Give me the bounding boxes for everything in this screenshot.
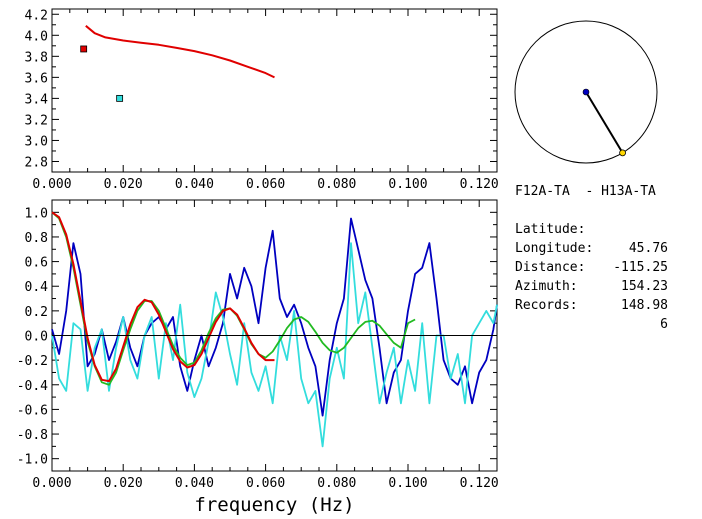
x-tick-label: 0.000 (32, 177, 71, 192)
y-tick-label: 0.8 (25, 231, 48, 246)
y-tick-label: -1.0 (17, 453, 48, 468)
y-tick-label: 0.0 (25, 330, 48, 345)
correlation-chart: 0.000 0.020 0.040 0.060 0.080 0.100 0.120 1.0 0.… (17, 199, 499, 516)
x-tick-label: 0.100 (388, 177, 427, 192)
x-tick-label: 0.080 (317, 476, 356, 491)
records-value: 6 (660, 317, 668, 332)
y-tick-label: -0.2 (17, 354, 48, 369)
series-line-0 (85, 25, 275, 79)
station-center-marker (582, 88, 590, 96)
x-tick-label: 0.120 (460, 177, 499, 192)
y-tick-label: 4.2 (25, 8, 48, 23)
plot-frame (51, 8, 498, 173)
x-tick-label: 0.040 (175, 177, 214, 192)
azimuth-row: Azimuth: 148.98 (515, 258, 695, 313)
y-tick-label: 0.4 (25, 280, 49, 295)
y-tick-label: 3.8 (25, 50, 48, 65)
azimuth-label: Azimuth: (515, 279, 578, 294)
x-tick-label: 0.040 (175, 476, 214, 491)
x-axis-label: frequency (Hz) (194, 494, 354, 516)
station-end-marker (619, 149, 626, 157)
y-tick-label: -0.6 (17, 403, 48, 418)
x-tick-label: 0.060 (246, 177, 285, 192)
y-tick-label: 4.0 (25, 29, 48, 44)
y-tick-label: 0.6 (25, 256, 48, 271)
latitude-value: 45.76 (628, 241, 668, 256)
azimuth-map (514, 20, 658, 164)
series-line-2 (51, 211, 416, 386)
y-tick-label: 3.2 (25, 113, 48, 128)
longitude-label: Longitude: (515, 241, 594, 256)
station-pair-title: F12A-TA - H13A-TA (515, 184, 656, 199)
x-tick-label: 0.060 (246, 476, 285, 491)
x-tick-label: 0.020 (104, 476, 143, 491)
y-tick-label: -0.4 (17, 379, 48, 394)
y-tick-label: 1.0 (25, 206, 48, 221)
station-info-panel: F12A-TA - H13A-TA Latitude: 45.76 Longit… (515, 182, 695, 332)
map-circle (514, 20, 658, 164)
velocity-chart: 0.000 0.020 0.040 0.060 0.080 0.100 0.120 2.8 3.… (25, 8, 499, 192)
records-label: Records: (515, 298, 578, 313)
x-tick-label: 0.120 (460, 476, 499, 491)
x-tick-label: 0.020 (104, 177, 143, 192)
longitude-row: Longitude: -115.25 (515, 220, 695, 275)
y-tick-label: -0.8 (17, 428, 48, 443)
distance-value: 154.23 (621, 279, 668, 294)
y-tick-label: 3.6 (25, 71, 48, 86)
azimuth-line (585, 91, 624, 154)
distance-row: Distance: 154.23 (515, 239, 695, 294)
data-point (80, 45, 88, 53)
y-tick-label: 3.0 (25, 134, 48, 149)
longitude-value: -115.25 (613, 260, 668, 275)
distance-label: Distance: (515, 260, 586, 275)
y-tick-label: 0.2 (25, 305, 48, 320)
x-tick-label: 0.080 (317, 177, 356, 192)
azimuth-value: 148.98 (621, 298, 668, 313)
x-tick-label: 0.000 (32, 476, 71, 491)
series-line-3 (51, 211, 275, 383)
y-tick-label: 3.4 (25, 92, 49, 107)
series-line-1 (51, 242, 498, 448)
records-row: Records: 6 (515, 277, 695, 332)
x-tick-label: 0.100 (388, 476, 427, 491)
y-tick-label: 2.8 (25, 155, 48, 170)
data-point (116, 94, 124, 102)
latitude-row: Latitude: 45.76 (515, 201, 695, 256)
latitude-label: Latitude: (515, 222, 586, 237)
